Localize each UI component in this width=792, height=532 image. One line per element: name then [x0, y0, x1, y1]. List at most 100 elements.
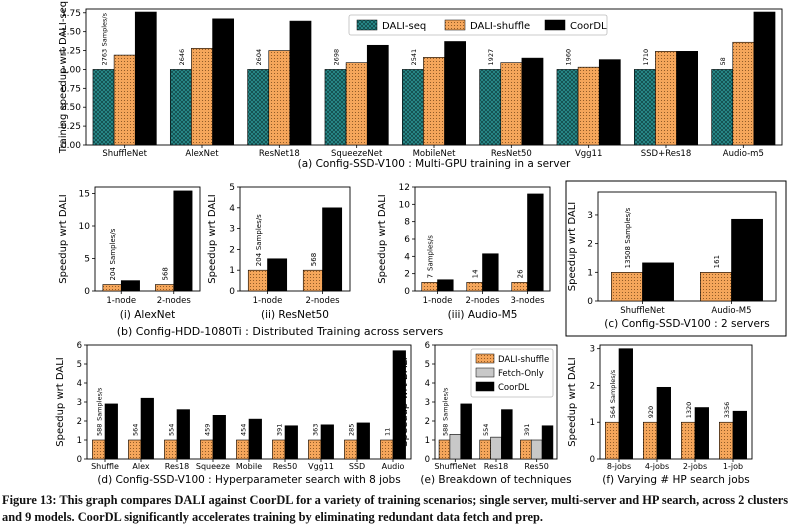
legend-swatch [475, 367, 495, 378]
y-axis-label: Speedup wrt DALI [207, 194, 218, 284]
bar-value-label: 161 [713, 255, 721, 268]
chart-e: 0 1 2 3 4 5 6 Speedup wrt DALI ShuffleNet 588 Res1… [399, 341, 572, 486]
y-axis-label: Speedup wrt DALI [567, 202, 578, 292]
bar-coordl [731, 218, 763, 302]
legend: DALI-seq DALI-shuffle CoorDL [348, 14, 608, 36]
x-tick-label: Audio-m5 [723, 149, 764, 159]
bar-coordl [176, 409, 190, 460]
bar-coordl [444, 41, 467, 146]
legend-entry: CoorDL [498, 383, 529, 393]
x-tick-label: Res50 [273, 462, 297, 471]
x-tick-label: Squeeze [196, 462, 230, 471]
y-tick-label: 4 [229, 204, 235, 214]
figure-caption: Figure 13: This graph compares DALI agai… [2, 493, 789, 524]
unit-label: Samples/s [96, 387, 104, 421]
y-tick-label: 3 [590, 345, 595, 355]
legend-swatch [475, 381, 495, 392]
y-tick-label: 2 [590, 381, 595, 391]
x-tick-label: Mobile [236, 462, 262, 471]
chart-b1: 0 5 10 15 Speedup wrt DALI 1-node 204 2-nodes 56… [58, 186, 201, 321]
bar-coordl [598, 59, 621, 146]
subplot-caption: (d) Config-SSD-V100 : Hyperparameter sea… [97, 474, 400, 486]
x-tick-label: ShuffleNet [434, 462, 476, 471]
x-tick-label: Audio [382, 462, 405, 471]
y-tick-label: 4 [425, 379, 430, 389]
bar-value-label: 2541 [410, 49, 418, 66]
bar-dali_shuffle [102, 284, 122, 292]
unit-label: Samples/s [609, 369, 617, 403]
bar-dali_shuffle [500, 62, 523, 146]
x-tick-label: SSD+Res18 [641, 149, 691, 159]
bar-dali_shuffle [113, 54, 136, 146]
bar-coordl [366, 44, 389, 146]
y-tick-label: 6 [425, 341, 430, 351]
chart-f: 0 1 2 3 Speedup wrt DALI 8-jobs 564 4-jobs 920 2-… [567, 344, 753, 486]
y-axis-label: Speedup wrt DALI [58, 194, 69, 284]
bar-dali_seq [711, 69, 734, 146]
bar-dali_shuffle [191, 47, 213, 146]
y-tick-label: 0.50 [61, 103, 81, 113]
bar-dali_shuffle [479, 439, 491, 460]
chart-c: 0 1 2 3 Speedup wrt DALI ShuffleNet 13508 Audio… [567, 191, 777, 330]
bar-dali_shuffle [577, 66, 600, 146]
y-tick-label: 12 [399, 183, 410, 193]
y-tick-label: 0.25 [61, 122, 81, 132]
bar-value-label: 2763 [101, 49, 109, 66]
chart-layer: 0.00 0.25 0.50 0.75 1.00 1.25 1.50 1.75Training… [55, 1, 783, 486]
bar-dali_shuffle [302, 269, 323, 292]
bar-dali_shuffle [308, 439, 322, 460]
bar-value-label: 7 [427, 274, 435, 278]
bar-coordl [676, 51, 699, 146]
bar-dali_shuffle [520, 439, 532, 460]
bar-value-label: 2698 [333, 49, 341, 66]
y-tick-label: 2 [77, 417, 82, 427]
y-tick-label: 1 [229, 266, 235, 276]
bar-dali_shuffle [92, 439, 106, 460]
plot-frame [599, 344, 753, 460]
x-tick-label: Audio-M5 [711, 306, 751, 316]
subplot-caption: (f) Varying # HP search jobs [602, 474, 750, 486]
bar-dali_seq [92, 69, 115, 146]
y-tick-label: 10 [399, 200, 411, 210]
bar-value-label: 204 [109, 267, 117, 281]
x-tick-label: AlexNet [185, 149, 219, 159]
bar-fetch_only [490, 436, 502, 460]
bar-coordl [322, 207, 343, 292]
bar-coordl [320, 424, 334, 460]
bar-coordl [248, 418, 262, 460]
subplot-caption: (ii) ResNet50 [261, 309, 329, 321]
x-tick-label: Shuffle [91, 462, 119, 471]
x-tick-label: 3-nodes [510, 296, 545, 306]
y-tick-label: 1.25 [61, 47, 81, 57]
bar-coordl [289, 20, 312, 146]
bar-coordl [437, 279, 454, 292]
y-tick-label: 1 [587, 268, 593, 278]
y-tick-label: 6 [404, 235, 410, 245]
bar-coordl [173, 190, 193, 292]
y-tick-label: 3 [229, 225, 235, 235]
x-tick-label: ShuffleNet [620, 306, 665, 316]
bar-coordl [501, 409, 513, 460]
bar-value-label: 3356 [723, 402, 731, 419]
y-axis-label: Speedup wrt DALI [399, 357, 410, 447]
bar-value-label: 454 [240, 424, 248, 436]
bar-fetch_only [530, 439, 543, 460]
bar-value-label: 2646 [178, 49, 186, 66]
chart-b2: 0 1 2 3 4 5 Speedup wrt DALI 1-node 204 2-nodes 56… [207, 183, 351, 321]
bar-coordl [284, 425, 298, 460]
x-tick-label: ResNet50 [491, 149, 532, 159]
x-tick-label: Vgg11 [308, 462, 334, 471]
bar-coordl [392, 350, 406, 460]
bar-value-label: 920 [647, 406, 655, 418]
x-tick-label: Res18 [165, 462, 189, 471]
bar-coordl [694, 407, 709, 460]
legend-entry: DALI-shuffle [470, 21, 530, 32]
unit-label: Samples/s [441, 387, 449, 421]
bar-coordl [656, 386, 671, 460]
bar-dali_shuffle [380, 439, 394, 460]
legend-entry: Fetch-Only [498, 369, 544, 379]
y-tick-label: 0 [587, 297, 593, 307]
y-tick-label: 3 [587, 211, 593, 221]
y-tick-label: 0.75 [61, 84, 81, 94]
bar-coordl [134, 11, 157, 146]
